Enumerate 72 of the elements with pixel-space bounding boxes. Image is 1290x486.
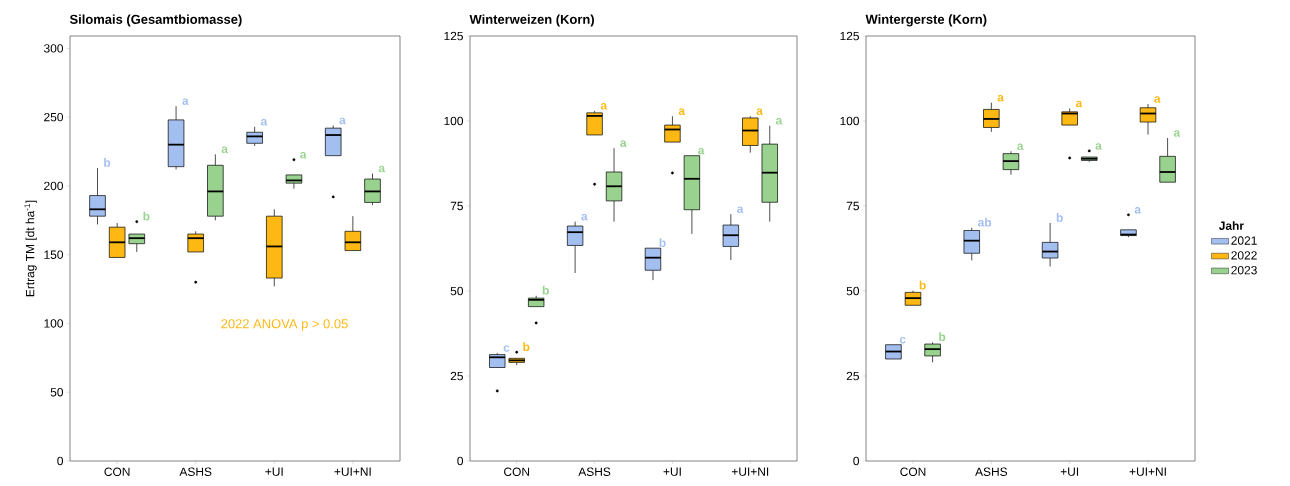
y-tick-label: 0	[853, 456, 860, 466]
text: b	[1056, 213, 1063, 222]
text: b	[659, 238, 666, 247]
y-tick-label: 50	[450, 286, 464, 296]
text: b	[919, 280, 926, 290]
y-tick-label: 300	[43, 44, 64, 53]
legend-label: 2023	[1231, 265, 1257, 275]
text: a	[698, 147, 705, 155]
y-tick-label: 100	[840, 116, 860, 126]
text: b	[523, 342, 530, 351]
text: b	[143, 211, 150, 221]
x-tick-label: +UI	[1060, 467, 1079, 476]
chart-title: Winterweizen (Korn)	[469, 14, 594, 27]
x-tick-label: +UI	[265, 467, 283, 476]
y-tick-label: 50	[50, 388, 64, 397]
text: b	[939, 332, 946, 342]
y-tick-label: 150	[44, 250, 64, 259]
y-tick-label: 50	[846, 286, 860, 296]
x-tick-label: CON	[104, 467, 130, 476]
text: a	[378, 165, 386, 173]
text: a	[581, 213, 588, 221]
x-tick-label: +UI+NI	[1129, 467, 1166, 476]
legend-label: 2021	[1231, 236, 1257, 245]
text: a	[1095, 143, 1102, 150]
y-tick-label: 0	[457, 456, 464, 466]
legend-label: 2022	[1231, 251, 1257, 260]
y-tick-label: 100	[444, 116, 464, 126]
annotation: 2022 ANOVA p > 0.05	[221, 319, 348, 331]
text: a	[182, 98, 189, 105]
x-tick-label: +UI+NI	[334, 467, 371, 476]
text: a	[1154, 96, 1161, 103]
x-tick-label: CON	[900, 467, 926, 476]
x-tick-label: ASHS	[179, 467, 212, 476]
text: b	[104, 158, 111, 167]
y-tick-label: 75	[846, 201, 859, 211]
text: a	[756, 108, 763, 116]
y-tick-label: 25	[846, 371, 859, 381]
text: a	[300, 152, 307, 159]
text: a	[221, 146, 228, 154]
text: c	[899, 336, 906, 344]
text: a	[678, 108, 686, 116]
chart-title: Silomais (Gesamtbiomasse)	[69, 14, 242, 27]
x-tick-label: CON	[504, 467, 530, 476]
text: a	[260, 119, 268, 126]
text: a	[339, 117, 346, 125]
text: b	[542, 285, 549, 295]
text: a	[775, 118, 783, 125]
legend-title: Jahr	[1218, 221, 1244, 230]
text: c	[503, 345, 510, 352]
text: a	[600, 103, 608, 110]
text: a	[737, 206, 744, 213]
y-axis-title: Ertrag TM [dt ha$^{-1}$]	[24, 200, 37, 297]
y-tick-label: 200	[44, 181, 64, 191]
text: a	[1017, 143, 1024, 151]
x-tick-label: ASHS	[578, 467, 611, 476]
y-tick-label: 0	[57, 456, 64, 466]
y-tick-label: 125	[840, 31, 859, 41]
y-tick-label: 25	[450, 371, 463, 381]
text: a	[1134, 207, 1142, 214]
text: a	[1173, 130, 1181, 137]
x-tick-label: ASHS	[975, 467, 1008, 476]
y-tick-label: 250	[44, 112, 64, 122]
text: a	[997, 94, 1004, 102]
text: a	[1075, 100, 1083, 108]
y-tick-label: 125	[444, 31, 463, 41]
chart-title: Wintergerste (Korn)	[865, 14, 987, 27]
y-tick-label: 100	[44, 319, 64, 328]
text: a	[620, 140, 627, 147]
y-tick-label: 75	[450, 201, 463, 211]
x-tick-label: +UI	[663, 467, 681, 476]
x-tick-label: +UI+NI	[731, 467, 769, 476]
text: ab	[978, 217, 992, 227]
